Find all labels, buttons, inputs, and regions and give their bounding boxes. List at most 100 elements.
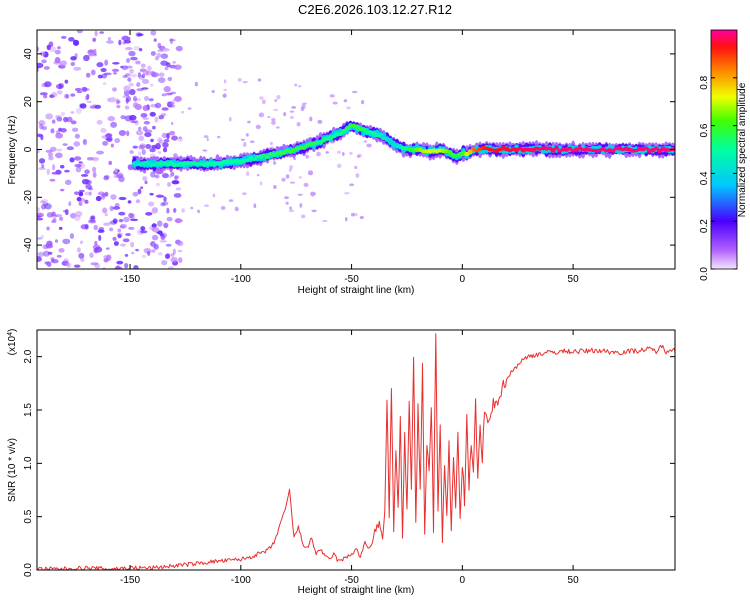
heatmap-noise-blob [289, 110, 295, 113]
heatmap-noise-blob [84, 185, 92, 189]
heatmap-noise-blob [51, 92, 58, 98]
heatmap-noise-blob [262, 99, 266, 105]
heatmap-noise-blob [155, 194, 164, 198]
heatmap-noise-blob [271, 120, 276, 126]
heatmap-noise-blob [62, 209, 69, 213]
heatmap-noise-blob [78, 189, 85, 193]
heatmap-noise-blob [128, 226, 135, 230]
heatmap-noise-blob [172, 248, 176, 255]
heatmap-noise-blob [242, 81, 248, 84]
heatmap-noise-blob [130, 73, 138, 78]
heatmap-noise-blob [170, 256, 178, 263]
heatmap-noise-blob [151, 71, 156, 78]
heatmap-noise-blob [258, 112, 265, 118]
snr-x-ticks: -150 -100 -50 0 50 [120, 330, 579, 586]
heatmap-noise-blob [168, 266, 174, 269]
heatmap-noise-blob [202, 149, 208, 152]
colorbar-gradient [710, 29, 738, 270]
heatmap-noise-blob [85, 95, 89, 101]
heatmap-noise-blob [346, 106, 351, 110]
heatmap-noise-blob [71, 127, 79, 133]
heatmap-noise-blob [162, 93, 168, 96]
heatmap-noise-blob [211, 90, 215, 93]
heatmap-noise-blob [300, 107, 305, 112]
heatmap-ridge-blob [288, 150, 294, 154]
heatmap-noise-blob [151, 223, 157, 228]
heatmap-noise-blob [128, 212, 134, 219]
heatmap-noise-blob [58, 82, 65, 89]
heatmap-noise-blob [70, 93, 76, 97]
heatmap-noise-blob [102, 82, 107, 85]
heatmap-noise-blob [46, 168, 50, 175]
y-tick-label: 2.0 [23, 349, 34, 363]
heatmap-noise-blob [140, 186, 144, 189]
heatmap-noise-blob [88, 49, 95, 54]
heatmap-noise-blob [86, 93, 90, 100]
heatmap-noise-blob [112, 236, 117, 241]
heatmap-noise-blob [126, 36, 131, 41]
heatmap-noise-blob [107, 37, 111, 41]
heatmap-noise-blob [102, 140, 109, 146]
heatmap-noise-blob [245, 133, 249, 137]
x-tick-label: 50 [568, 274, 580, 285]
heatmap-noise-blob [170, 171, 175, 177]
heatmap-ridge-blob [337, 131, 344, 137]
heatmap-noise-blob [181, 208, 185, 213]
heatmap-noise-blob [60, 111, 66, 116]
heatmap-noise-blob [70, 111, 75, 114]
heatmap-noise-blob [110, 143, 114, 148]
heatmap-noise-blob [66, 146, 75, 151]
heatmap-noise-blob [68, 201, 72, 207]
heatmap-noise-blob [84, 170, 89, 175]
heatmap-noise-blob [130, 120, 138, 124]
heatmap-noise-blob [80, 197, 86, 202]
heatmap-noise-blob [49, 46, 57, 53]
heatmap-ridge-blob [361, 127, 367, 132]
heatmap-noise-blob [142, 126, 148, 132]
x-tick-label: 0 [460, 274, 466, 285]
x-tick-label: -150 [120, 575, 140, 586]
heatmap-noise-blob [55, 132, 64, 139]
heatmap-noise-blob [112, 87, 117, 92]
heatmap-noise-blob [141, 254, 147, 258]
heatmap-noise-blob [152, 125, 156, 130]
heatmap-ridge-blob [344, 126, 350, 131]
heatmap-noise-blob [127, 200, 132, 204]
heatmap-noise-blob [103, 72, 112, 76]
heatmap-noise-blob [132, 191, 139, 197]
heatmap-noise-blob [48, 156, 54, 161]
heatmap-noise-blob [356, 154, 361, 158]
heatmap-noise-blob [123, 39, 131, 44]
heatmap-noise-blob [53, 60, 61, 65]
snr-y-scale-label: (x104) [7, 329, 19, 356]
colorbar-tick-label: 0.0 [699, 267, 710, 281]
heatmap-noise-blob [55, 152, 63, 159]
heatmap-noise-blob [170, 121, 174, 126]
heatmap-noise-blob [135, 60, 141, 65]
heatmap-ridge-blob [550, 148, 556, 153]
heatmap-noise-blob [285, 201, 289, 205]
x-tick-label: -150 [120, 274, 140, 285]
heatmap-noise-blob [311, 209, 317, 213]
heatmap-noise-blob [197, 209, 201, 214]
colorbar: 0.0 0.2 0.4 0.6 0.8 Normalized spectral ampl… [699, 29, 748, 281]
heatmap-noise-blob [141, 149, 146, 156]
heatmap-noise-blob [135, 199, 141, 204]
heatmap-noise-blob [120, 243, 127, 247]
heatmap-noise-blob [307, 170, 314, 176]
heatmap-noise-blob [174, 95, 182, 102]
heatmap-noise-blob [150, 30, 157, 36]
heatmap-noise-blob [80, 258, 85, 262]
heatmap-noise-blob [124, 115, 133, 122]
heatmap-noise-blob [257, 78, 262, 82]
heatmap-noise-blob [142, 105, 149, 112]
heatmap-noise-blob [148, 201, 155, 207]
heatmap-noise-blob [283, 112, 287, 117]
heatmap-noise-blob [56, 90, 63, 95]
heatmap-noise-blob [74, 163, 82, 168]
heatmap-noise-blob [177, 219, 184, 222]
heatmap-noise-blob [343, 99, 348, 103]
heatmap-noise-blob [58, 226, 63, 230]
heatmap-noise-blob [133, 265, 139, 269]
heatmap-noise-blob [68, 37, 75, 42]
